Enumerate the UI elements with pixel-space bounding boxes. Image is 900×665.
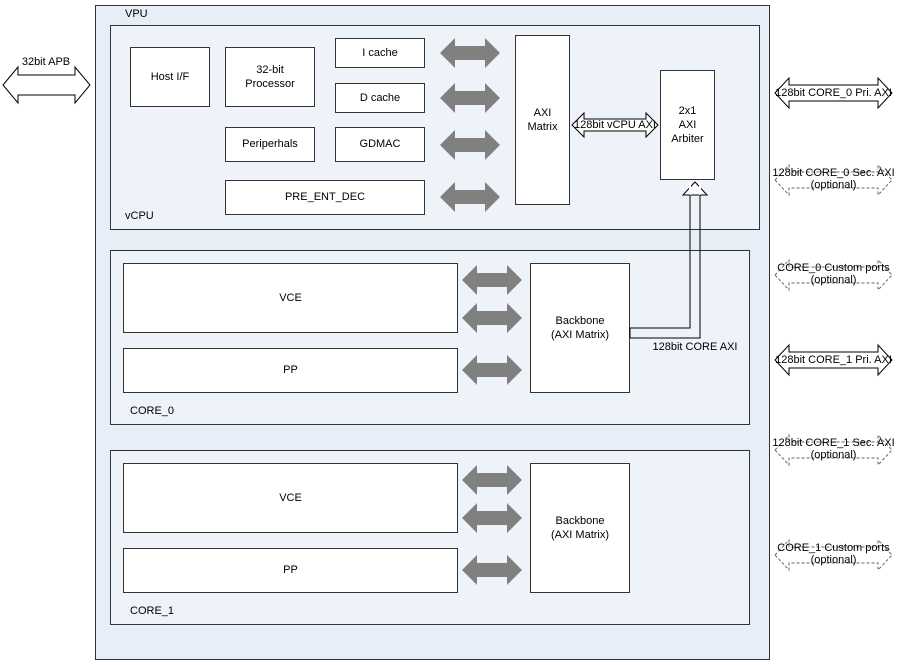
arrow-core1-vce-bot — [462, 503, 522, 533]
arrow-core0-pp — [462, 355, 522, 385]
arrow-dcache-axi — [440, 83, 500, 113]
right-port-1: 128bit CORE_0 Sec. AXI(optional) — [772, 165, 894, 195]
right-port-4: 128bit CORE_1 Sec. AXI(optional) — [772, 435, 894, 465]
arrow-gdmac-axi — [440, 130, 500, 160]
arrow-core0-vce-top — [462, 265, 522, 295]
right-port-0: 128bit CORE_0 Pri. AXI — [775, 78, 892, 108]
svg-text:(optional): (optional) — [811, 449, 857, 461]
svg-text:128bit CORE_1 Pri. AXI: 128bit CORE_1 Pri. AXI — [775, 354, 892, 366]
svg-text:128bit CORE_1 Sec. AXI: 128bit CORE_1 Sec. AXI — [772, 437, 894, 449]
right-port-5: CORE_1 Custom ports(optional) — [775, 540, 892, 570]
arrow-core0-axi: 128bit CORE AXI — [630, 182, 738, 353]
svg-text:32bit APB: 32bit APB — [22, 56, 70, 68]
arrows-overlay: 128bit vCPU AXI 128bit CORE AXI 32bit AP… — [0, 0, 900, 665]
svg-text:128bit CORE_0 Sec. AXI: 128bit CORE_0 Sec. AXI — [772, 167, 894, 179]
arrow-core0-vce-bot — [462, 303, 522, 333]
arrow-icache-axi — [440, 38, 500, 68]
svg-text:(optional): (optional) — [811, 179, 857, 191]
svg-text:128bit vCPU AXI: 128bit vCPU AXI — [574, 119, 656, 131]
arrow-core1-vce-top — [462, 465, 522, 495]
svg-text:CORE_0 Custom ports: CORE_0 Custom ports — [777, 262, 890, 274]
svg-text:128bit CORE AXI: 128bit CORE AXI — [653, 341, 738, 353]
right-port-2: CORE_0 Custom ports(optional) — [775, 260, 892, 290]
svg-text:128bit CORE_0 Pri. AXI: 128bit CORE_0 Pri. AXI — [775, 87, 892, 99]
arrow-preent-axi — [440, 182, 500, 212]
right-port-3: 128bit CORE_1 Pri. AXI — [775, 345, 892, 375]
arrow-vcpu-axi: 128bit vCPU AXI — [572, 113, 658, 137]
svg-text:(optional): (optional) — [811, 554, 857, 566]
svg-text:(optional): (optional) — [811, 274, 857, 286]
svg-text:CORE_1 Custom ports: CORE_1 Custom ports — [777, 542, 890, 554]
arrow-core1-pp — [462, 555, 522, 585]
